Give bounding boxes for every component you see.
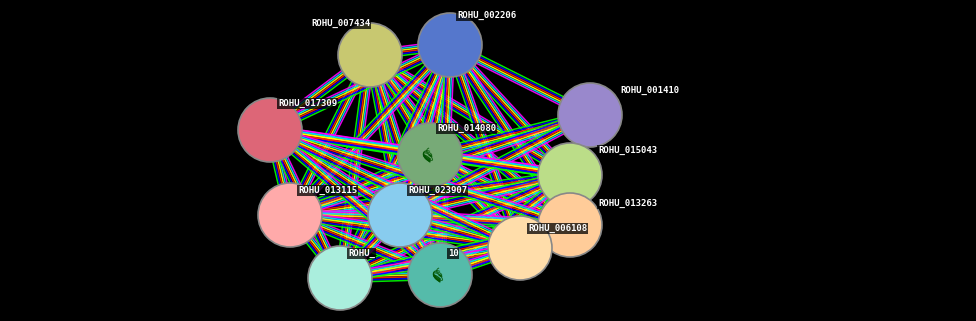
Text: ROHU_013263: ROHU_013263	[598, 199, 657, 208]
Text: ROHU_001410: ROHU_001410	[620, 86, 679, 95]
Text: 10: 10	[448, 249, 459, 258]
Ellipse shape	[408, 243, 472, 307]
Ellipse shape	[488, 216, 552, 280]
Ellipse shape	[558, 83, 622, 147]
Text: ROHU_002206: ROHU_002206	[457, 11, 516, 20]
Text: ROHU_006108: ROHU_006108	[528, 224, 588, 233]
Text: ROHU_: ROHU_	[348, 249, 375, 258]
Ellipse shape	[258, 183, 322, 247]
Ellipse shape	[418, 13, 482, 77]
Ellipse shape	[398, 123, 462, 187]
Ellipse shape	[308, 246, 372, 310]
Ellipse shape	[538, 143, 602, 207]
Ellipse shape	[238, 98, 302, 162]
Text: ROHU_007434: ROHU_007434	[311, 19, 370, 28]
Ellipse shape	[368, 183, 432, 247]
Ellipse shape	[538, 193, 602, 257]
Text: ROHU_014080: ROHU_014080	[437, 124, 496, 133]
Text: ROHU_015043: ROHU_015043	[598, 146, 657, 155]
Ellipse shape	[338, 23, 402, 87]
Text: ROHU_017309: ROHU_017309	[278, 99, 337, 108]
Text: ROHU_013115: ROHU_013115	[298, 186, 357, 195]
Text: ROHU_023907: ROHU_023907	[408, 186, 468, 195]
